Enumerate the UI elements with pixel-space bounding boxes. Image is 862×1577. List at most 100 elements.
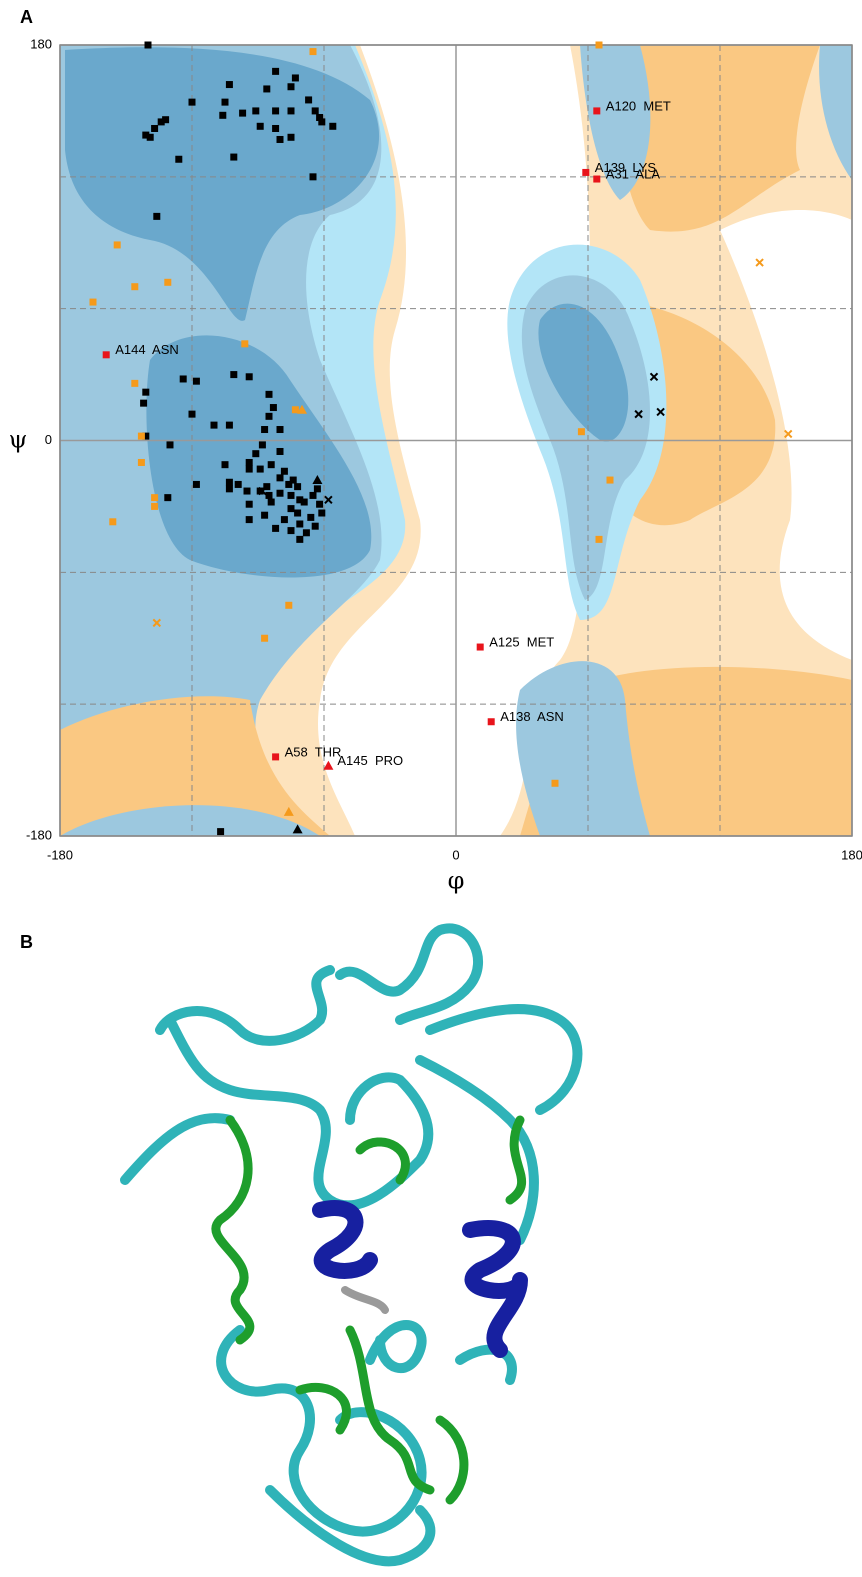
point (593, 107, 600, 114)
point (294, 483, 301, 490)
point (138, 459, 145, 466)
point-label: A144 ASN (115, 342, 179, 357)
y-tick-label: 0 (45, 432, 52, 447)
point (318, 118, 325, 125)
point (114, 241, 121, 248)
point (222, 99, 229, 106)
y-tick-label: -180 (26, 827, 52, 842)
point (211, 422, 218, 429)
y-axis-label: ψ (9, 426, 28, 454)
panel-label: A (20, 7, 33, 27)
point (167, 441, 174, 448)
y-tick-label: 180 (30, 36, 52, 51)
point (147, 134, 154, 141)
point (582, 169, 589, 176)
point (142, 389, 149, 396)
point (175, 156, 182, 163)
point (314, 485, 321, 492)
point (477, 644, 484, 651)
point (277, 136, 284, 143)
point (277, 474, 284, 481)
point (270, 404, 277, 411)
point (164, 494, 171, 501)
point (268, 461, 275, 468)
point (259, 441, 266, 448)
point (607, 477, 614, 484)
point (257, 466, 264, 473)
point (219, 112, 226, 119)
point (292, 406, 299, 413)
point (294, 510, 301, 517)
point (226, 81, 233, 88)
point (90, 299, 97, 306)
point (138, 433, 145, 440)
point (312, 523, 319, 530)
point (226, 479, 233, 486)
point (261, 512, 268, 519)
point-label: A145 PRO (337, 753, 403, 768)
point (310, 492, 317, 499)
x-tick-label: 180 (841, 847, 862, 862)
point (189, 411, 196, 418)
point (272, 525, 279, 532)
point (272, 125, 279, 132)
point (316, 501, 323, 508)
point (263, 85, 270, 92)
point (241, 340, 248, 347)
point-label: A31 ALA (606, 166, 661, 181)
point (252, 107, 259, 114)
point (193, 378, 200, 385)
point (131, 283, 138, 290)
point (303, 529, 310, 536)
point (246, 373, 253, 380)
point (288, 527, 295, 534)
point-label: A58 THR (285, 744, 342, 759)
figure: A B φ ψ -1800180-1800180A120 META139 LYS… (0, 0, 862, 1572)
panel-label: B (20, 932, 33, 952)
point (217, 828, 224, 835)
point (230, 371, 237, 378)
point (307, 514, 314, 521)
point (131, 380, 138, 387)
point-label: A125 MET (489, 634, 554, 649)
point (226, 485, 233, 492)
point (151, 503, 158, 510)
point (596, 42, 603, 49)
point (292, 74, 299, 81)
point (151, 494, 158, 501)
point (329, 123, 336, 130)
point (285, 602, 292, 609)
point (145, 42, 152, 49)
point (266, 391, 273, 398)
point (151, 125, 158, 132)
point (235, 481, 242, 488)
point (318, 510, 325, 517)
point (226, 422, 233, 429)
point (310, 48, 317, 55)
point (296, 536, 303, 543)
point (244, 488, 251, 495)
point (164, 279, 171, 286)
point-label: A120 MET (606, 98, 671, 113)
point (288, 505, 295, 512)
point (230, 154, 237, 161)
point (272, 107, 279, 114)
point (153, 213, 160, 220)
x-tick-label: 0 (452, 847, 459, 862)
point (285, 481, 292, 488)
point (288, 134, 295, 141)
point (268, 499, 275, 506)
point (246, 459, 253, 466)
point (488, 718, 495, 725)
point-label: A138 ASN (500, 709, 564, 724)
point (288, 83, 295, 90)
point (266, 413, 273, 420)
point (239, 110, 246, 117)
point (277, 448, 284, 455)
point (578, 428, 585, 435)
x-axis-label: φ (448, 867, 465, 895)
point (222, 461, 229, 468)
point (277, 490, 284, 497)
x-tick-label: -180 (47, 847, 73, 862)
point (310, 173, 317, 180)
